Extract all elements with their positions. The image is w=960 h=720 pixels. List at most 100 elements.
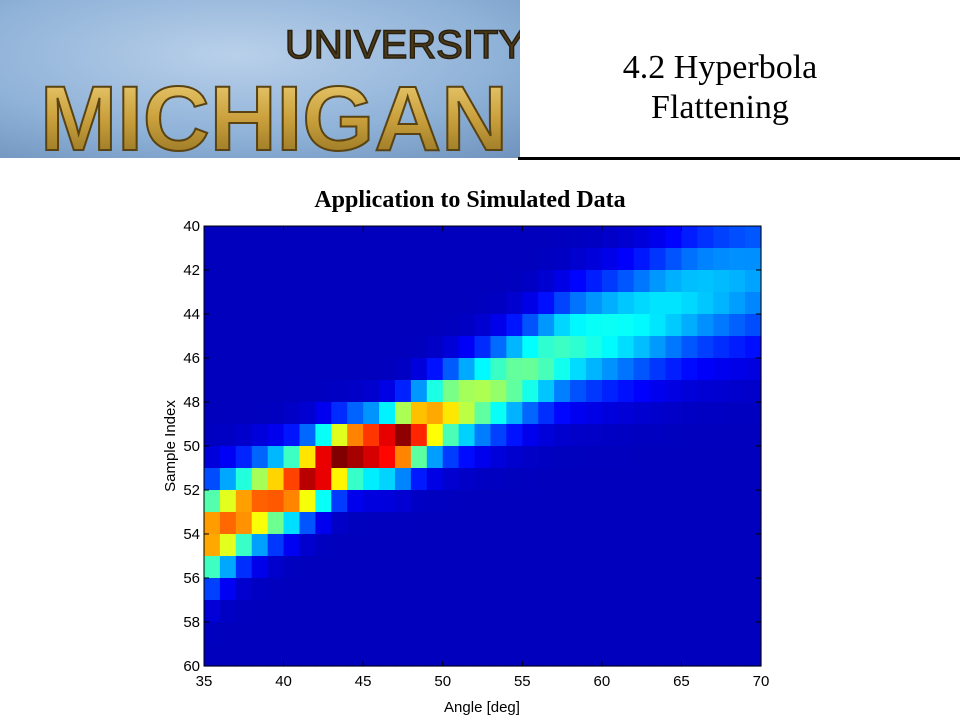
heatmap-cell: [426, 226, 444, 249]
heatmap-cell: [379, 556, 396, 579]
heatmap-cell: [219, 358, 237, 381]
y-tick-label: 42: [183, 262, 200, 279]
heatmap-cell: [426, 578, 444, 601]
heatmap-cell: [617, 226, 635, 249]
heatmap-cell: [681, 292, 698, 315]
heatmap-cell: [585, 468, 603, 491]
heatmap-cell: [410, 534, 428, 557]
heatmap-cell: [410, 358, 428, 381]
heatmap-cell: [522, 248, 539, 271]
heatmap-cell: [363, 424, 380, 447]
heatmap-cell: [379, 336, 396, 359]
heatmap-cell: [315, 314, 332, 337]
heatmap-cell: [283, 226, 301, 249]
heatmap-cell: [554, 512, 571, 535]
heatmap-cell: [554, 358, 571, 381]
heatmap-cell: [267, 380, 285, 403]
heatmap-cell: [490, 512, 507, 535]
heatmap-cell: [235, 226, 253, 249]
heatmap-cell: [299, 358, 316, 381]
heatmap-cell: [251, 270, 269, 293]
heatmap-cell: [347, 644, 364, 667]
heatmap-cell: [745, 336, 762, 359]
heatmap-cell: [219, 556, 237, 579]
heatmap-cell: [267, 248, 285, 271]
heatmap-cell: [442, 622, 460, 645]
heatmap-cells: [204, 226, 762, 667]
heatmap-cell: [251, 424, 269, 447]
heatmap-cell: [490, 314, 507, 337]
heatmap-cell: [442, 314, 460, 337]
heatmap-cell: [585, 644, 603, 667]
heatmap-cell: [267, 336, 285, 359]
slide-title: 4.2 Hyperbola Flattening: [540, 48, 900, 128]
heatmap-cell: [219, 380, 237, 403]
heatmap-cell: [442, 446, 460, 469]
heatmap-cell: [681, 600, 698, 623]
heatmap-cell: [601, 402, 619, 425]
heatmap-cell: [379, 424, 396, 447]
heatmap-cell: [633, 490, 651, 513]
heatmap-cell: [235, 644, 253, 667]
heatmap-cell: [585, 600, 603, 623]
heatmap-cell: [315, 556, 332, 579]
heatmap-cell: [585, 248, 603, 271]
heatmap-cell: [713, 468, 730, 491]
heatmap-cell: [649, 402, 667, 425]
heatmap-cell: [347, 578, 364, 601]
heatmap-cell: [681, 270, 698, 293]
heatmap-cell: [315, 248, 332, 271]
heatmap-cell: [363, 578, 380, 601]
heatmap-cell: [697, 358, 714, 381]
heatmap-cell: [490, 336, 507, 359]
heatmap-cell: [570, 358, 587, 381]
heatmap-cell: [665, 424, 683, 447]
heatmap-cell: [506, 534, 523, 557]
heatmap-cell: [474, 248, 492, 271]
heatmap-cell: [458, 402, 476, 425]
heatmap-cell: [426, 314, 444, 337]
heatmap-cell: [570, 468, 587, 491]
heatmap-cell: [331, 358, 348, 381]
y-tick-label: 58: [183, 614, 200, 631]
heatmap-cell: [426, 556, 444, 579]
heatmap-cell: [729, 248, 746, 271]
heatmap-cell: [251, 468, 269, 491]
heatmap-cell: [331, 534, 348, 557]
heatmap-cell: [522, 622, 539, 645]
heatmap-cell: [251, 248, 269, 271]
heatmap-cell: [347, 468, 364, 491]
heatmap-cell: [490, 226, 507, 249]
heatmap-cell: [697, 424, 714, 447]
heatmap-cell: [538, 534, 555, 557]
heatmap-cell: [267, 270, 285, 293]
heatmap-cell: [745, 358, 762, 381]
heatmap-cell: [570, 248, 587, 271]
heatmap-cell: [506, 358, 523, 381]
heatmap-cell: [219, 512, 237, 535]
heatmap-cell: [426, 358, 444, 381]
heatmap-cell: [697, 578, 714, 601]
heatmap-cell: [410, 446, 428, 469]
y-tick-label: 46: [183, 350, 200, 367]
heatmap-cell: [235, 292, 253, 315]
heatmap-cell: [394, 578, 412, 601]
heatmap-cell: [474, 424, 492, 447]
heatmap-cell: [585, 270, 603, 293]
heatmap-cell: [522, 336, 539, 359]
heatmap-cell: [713, 248, 730, 271]
heatmap-cell: [283, 512, 301, 535]
heatmap-cell: [283, 336, 301, 359]
heatmap-cell: [204, 336, 221, 359]
heatmap-cell: [410, 248, 428, 271]
heatmap-cell: [394, 534, 412, 557]
heatmap-cell: [394, 336, 412, 359]
heatmap-cell: [235, 248, 253, 271]
heatmap-cell: [458, 336, 476, 359]
heatmap-cell: [251, 336, 269, 359]
heatmap-cell: [299, 292, 316, 315]
heatmap-cell: [347, 292, 364, 315]
heatmap-cell: [506, 600, 523, 623]
heatmap-cell: [649, 358, 667, 381]
heatmap-cell: [506, 424, 523, 447]
